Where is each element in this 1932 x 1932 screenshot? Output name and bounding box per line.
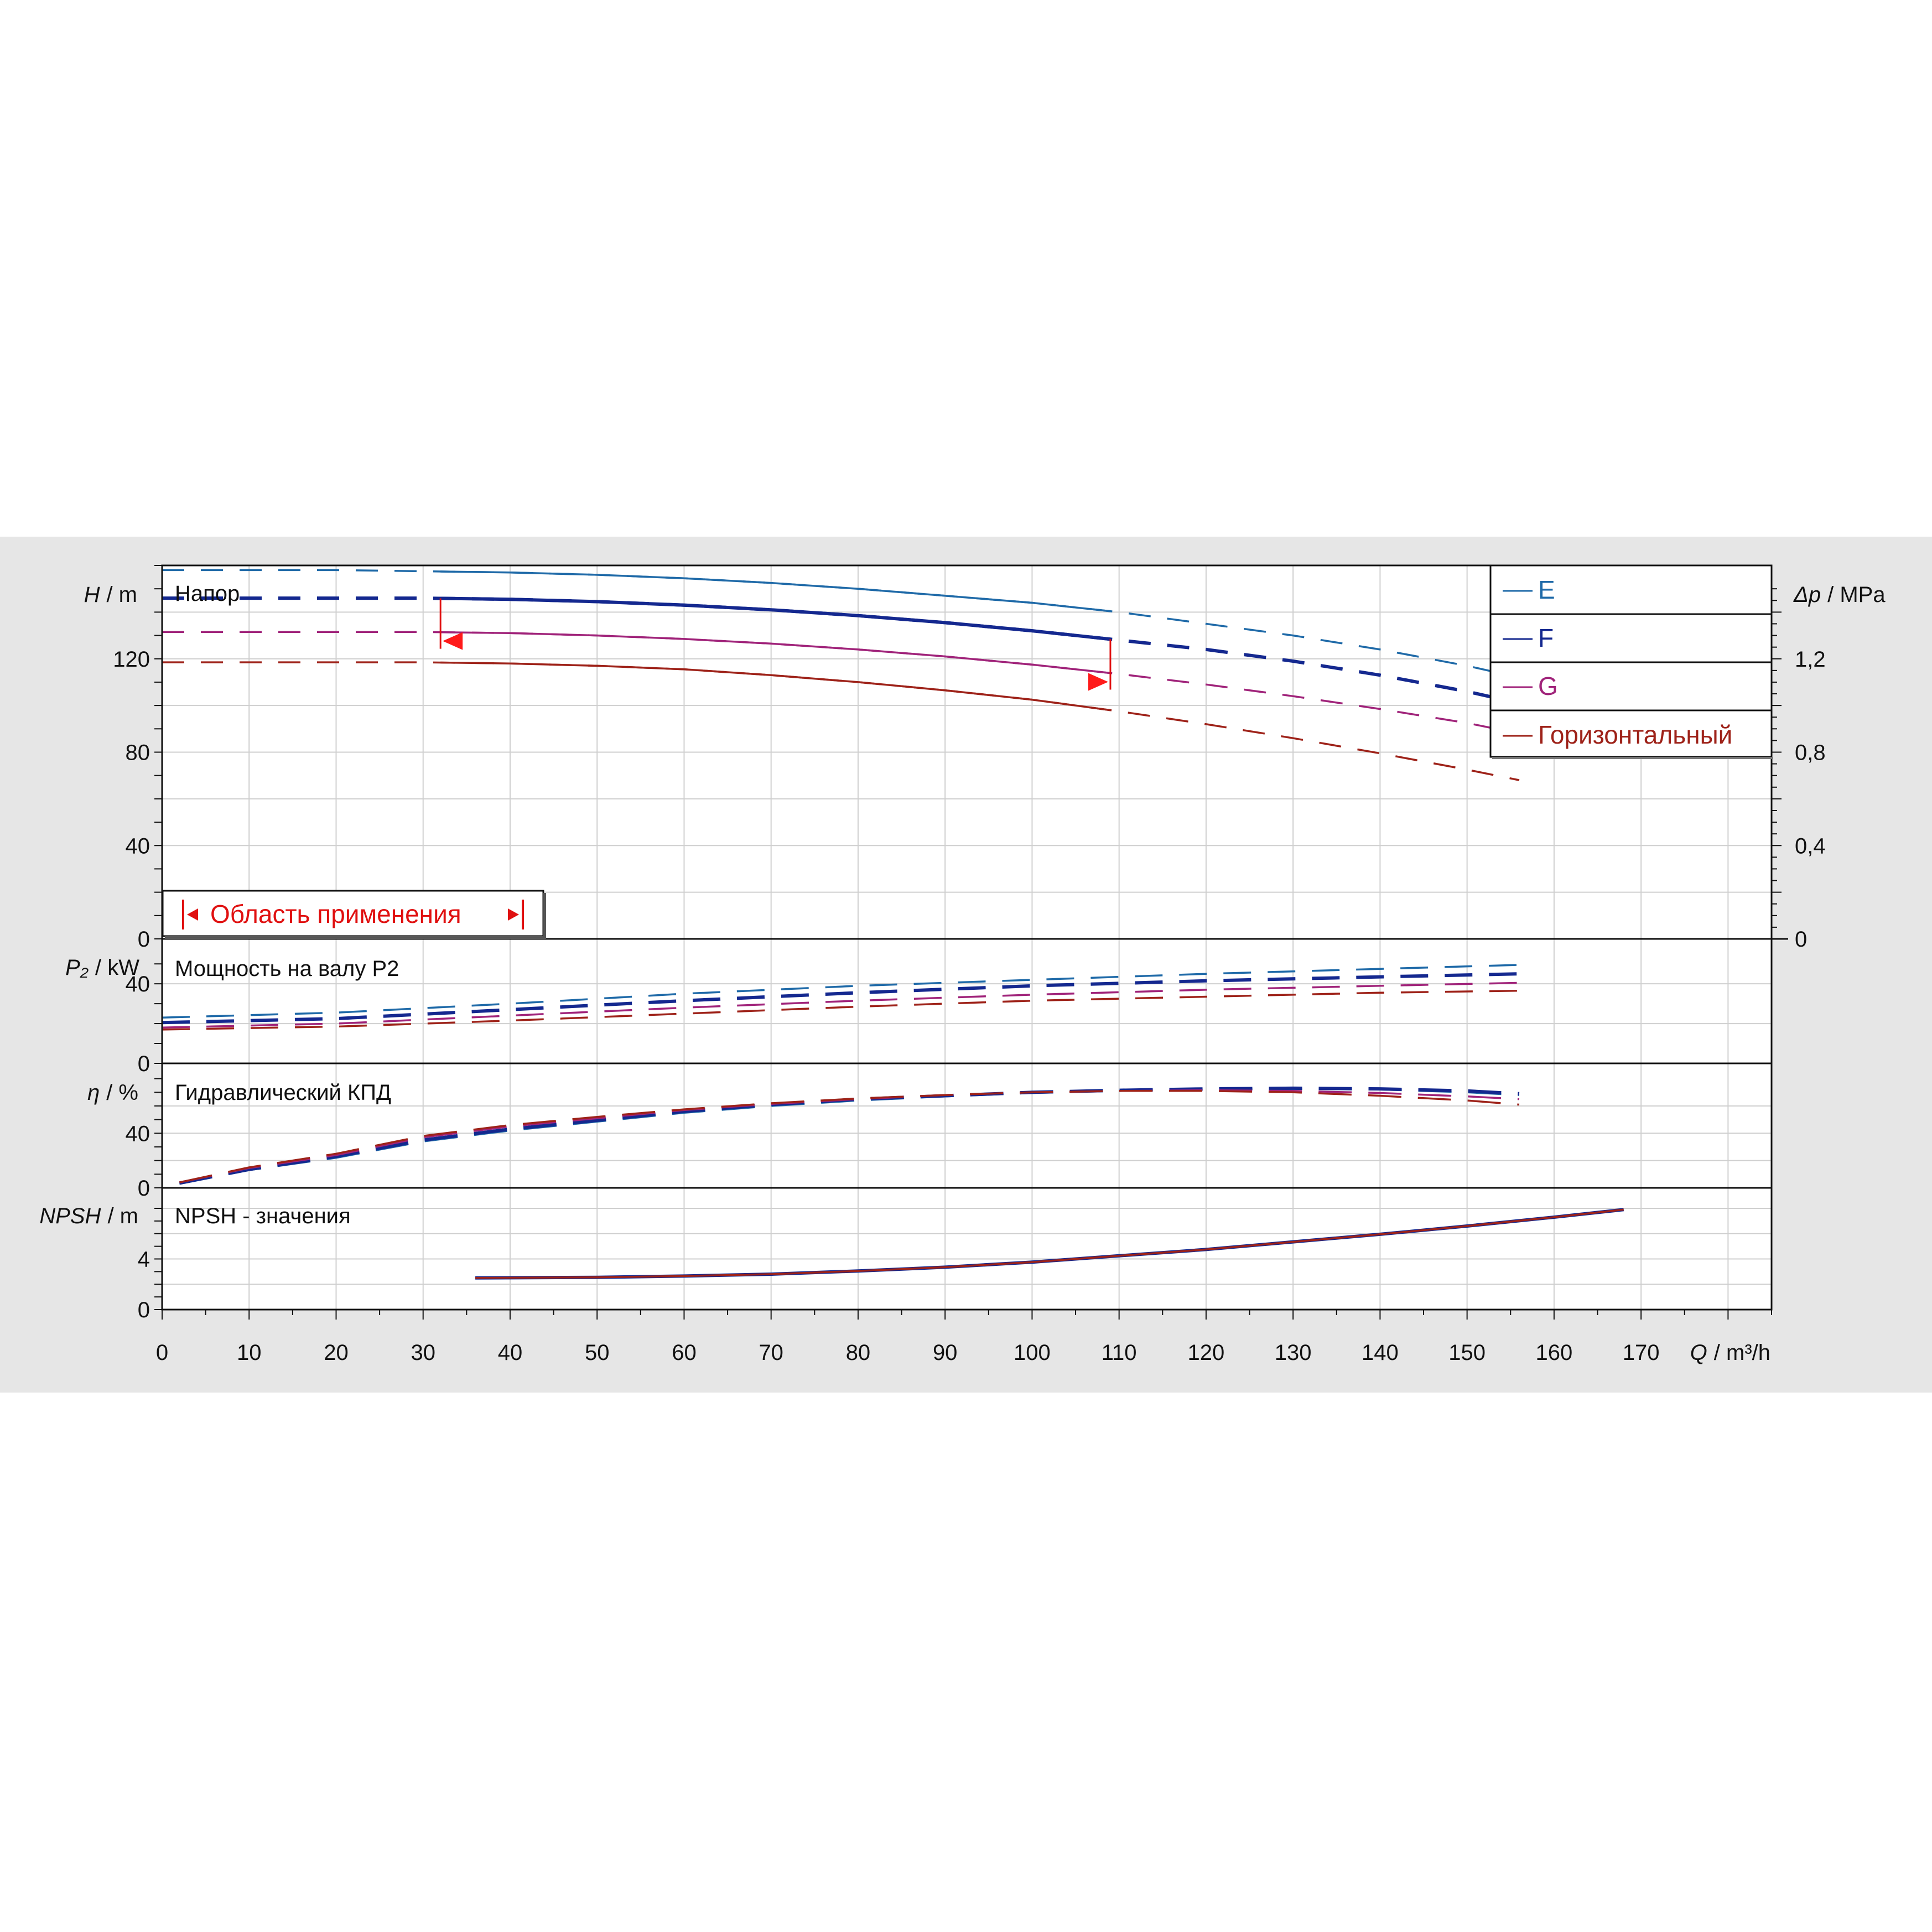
panel-title-npsh: NPSH - значения xyxy=(175,1204,351,1228)
panel-title-efficiency: Гидравлический КПД xyxy=(175,1081,391,1105)
y-label-efficiency: η / % xyxy=(87,1081,138,1105)
series-efficiency-f xyxy=(179,1086,1520,1185)
range-left-arrow-icon xyxy=(187,908,198,921)
series-efficiency-g xyxy=(179,1089,1520,1183)
x-tick-label: 100 xyxy=(1014,1341,1051,1365)
y-label-npsh: NPSH / m xyxy=(39,1204,138,1228)
y-tick-label-head: 80 xyxy=(126,741,150,765)
x-tick-label: 90 xyxy=(933,1341,958,1365)
series-head-horizontal-in-range xyxy=(440,661,1111,711)
y-tick-label-efficiency: 40 xyxy=(126,1121,150,1146)
x-tick-label: 140 xyxy=(1362,1341,1399,1365)
range-max-arrow-icon xyxy=(1088,673,1108,691)
x-tick-label: 20 xyxy=(324,1341,349,1365)
legend-label-f: F xyxy=(1538,624,1554,652)
x-tick-label: 150 xyxy=(1448,1341,1486,1365)
y2-tick-label: 0 xyxy=(1795,927,1807,952)
x-tick-label: 160 xyxy=(1536,1341,1573,1365)
x-tick-label: 170 xyxy=(1623,1341,1660,1365)
series-layer xyxy=(162,569,1624,1280)
y2-tick-label: 0,4 xyxy=(1795,834,1826,858)
x-tick-label: 50 xyxy=(585,1341,610,1365)
series-head-e-in-range xyxy=(440,570,1111,612)
series-head-g xyxy=(162,631,1520,735)
x-axis-label: Q / m³/h xyxy=(1690,1341,1770,1365)
legend: E F G Горизонтальный xyxy=(1489,564,1773,759)
axes-layer: 0 10 20 30 40 50 60 70 80 90 100 110 120 130 140 150 160… xyxy=(113,565,1826,1365)
y2-label-pressure: Δp / MPa xyxy=(1793,583,1886,607)
series-power-g xyxy=(162,981,1520,1029)
y2-tick-label: 1,2 xyxy=(1795,647,1826,672)
legend-label-horizontal: Горизонтальный xyxy=(1538,720,1732,749)
x-tick-label: 40 xyxy=(498,1341,523,1365)
series-efficiency-horizontal xyxy=(179,1090,1520,1183)
y-label-power: P₂ / kW xyxy=(65,955,139,980)
x-tick-label: 70 xyxy=(759,1341,783,1365)
y2-tick-label: 0,8 xyxy=(1795,741,1826,765)
x-tick-label: 10 xyxy=(237,1341,262,1365)
x-tick-label: 80 xyxy=(846,1341,871,1365)
range-right-arrow-icon xyxy=(508,908,519,921)
y-label-head: H / m xyxy=(84,583,137,607)
x-tick-label: 130 xyxy=(1275,1341,1312,1365)
series-power-horizontal xyxy=(162,989,1520,1031)
y-tick-label-efficiency: 0 xyxy=(138,1176,150,1201)
series-head-e xyxy=(162,569,1520,679)
series-head-horizontal xyxy=(162,661,1520,781)
y-tick-label-head: 40 xyxy=(126,834,150,858)
y-tick-label-head: 0 xyxy=(138,927,150,952)
series-head-f xyxy=(162,596,1520,705)
y-tick-label-npsh: 4 xyxy=(138,1248,150,1272)
y-tick-label-power: 40 xyxy=(126,972,150,996)
legend-label-e: E xyxy=(1538,575,1555,604)
x-tick-label: 120 xyxy=(1188,1341,1225,1365)
plot-frame xyxy=(161,564,1773,1311)
range-min-arrow-icon xyxy=(443,632,463,650)
panel-title-head: Напор xyxy=(175,581,240,606)
operating-range-label: Область применения xyxy=(210,900,461,928)
x-tick-label: 110 xyxy=(1102,1341,1137,1365)
x-tick-label: 30 xyxy=(411,1341,435,1365)
y-tick-label-head: 120 xyxy=(113,647,150,672)
series-head-f-in-range xyxy=(440,596,1111,641)
y-tick-label-npsh: 0 xyxy=(138,1298,150,1322)
y-tick-label-power: 0 xyxy=(138,1052,150,1076)
panel-title-power: Мощность на валу P2 xyxy=(175,957,399,981)
series-npsh-horizontal xyxy=(475,1208,1624,1279)
operating-range-box: Область применения xyxy=(162,890,546,939)
series-head-g-in-range xyxy=(440,631,1111,674)
series-power-e xyxy=(162,964,1520,1019)
x-tick-label: 0 xyxy=(156,1341,168,1365)
legend-label-g: G xyxy=(1538,672,1558,700)
series-power-f xyxy=(162,972,1520,1025)
x-tick-label: 60 xyxy=(672,1341,697,1365)
